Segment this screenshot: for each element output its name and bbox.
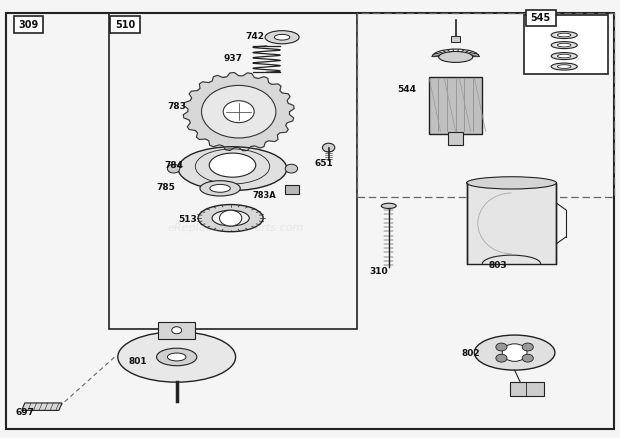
Ellipse shape <box>210 153 255 177</box>
Text: 513: 513 <box>179 215 197 224</box>
Polygon shape <box>22 403 62 410</box>
Circle shape <box>496 354 507 362</box>
Circle shape <box>219 210 242 226</box>
Text: 803: 803 <box>489 261 507 270</box>
Ellipse shape <box>210 184 231 192</box>
Bar <box>108 13 356 328</box>
Bar <box>510 382 544 396</box>
Text: 937: 937 <box>223 54 242 64</box>
Ellipse shape <box>156 348 197 366</box>
Ellipse shape <box>381 203 396 208</box>
Text: 545: 545 <box>531 13 551 23</box>
Text: 783A: 783A <box>253 191 277 200</box>
Text: 802: 802 <box>462 349 480 358</box>
Ellipse shape <box>551 32 577 39</box>
Text: 510: 510 <box>115 20 135 29</box>
Text: 309: 309 <box>19 20 38 29</box>
Circle shape <box>285 164 298 173</box>
Bar <box>14 16 43 33</box>
Circle shape <box>167 164 180 173</box>
Ellipse shape <box>557 65 571 68</box>
Ellipse shape <box>474 335 555 370</box>
Ellipse shape <box>198 205 263 232</box>
Circle shape <box>502 344 527 361</box>
Ellipse shape <box>557 33 571 37</box>
Ellipse shape <box>118 332 236 382</box>
Circle shape <box>322 143 335 152</box>
Bar <box>285 185 299 194</box>
Circle shape <box>522 343 533 351</box>
Text: 742: 742 <box>245 32 264 42</box>
Ellipse shape <box>551 63 577 70</box>
Bar <box>110 16 140 33</box>
Circle shape <box>223 101 254 123</box>
Text: 785: 785 <box>156 183 175 192</box>
Ellipse shape <box>275 35 290 40</box>
Bar <box>356 13 614 197</box>
Ellipse shape <box>557 43 571 47</box>
Text: eReplacementParts.com: eReplacementParts.com <box>167 223 304 233</box>
Bar <box>524 15 608 74</box>
Ellipse shape <box>551 53 577 60</box>
Bar <box>466 183 556 264</box>
Ellipse shape <box>179 147 286 191</box>
Bar <box>448 132 463 145</box>
Bar <box>429 77 482 134</box>
Circle shape <box>496 343 507 351</box>
Ellipse shape <box>167 353 186 361</box>
Ellipse shape <box>212 210 249 226</box>
Circle shape <box>172 327 182 334</box>
Circle shape <box>202 85 276 138</box>
Text: 544: 544 <box>397 85 416 94</box>
Bar <box>526 10 556 26</box>
Text: 784: 784 <box>164 161 184 170</box>
Ellipse shape <box>557 54 571 58</box>
Text: 801: 801 <box>128 357 147 366</box>
Ellipse shape <box>200 181 241 196</box>
Ellipse shape <box>439 51 472 63</box>
Circle shape <box>188 76 290 148</box>
Ellipse shape <box>467 177 557 189</box>
Text: 697: 697 <box>16 408 35 417</box>
Bar <box>158 322 195 339</box>
Text: 310: 310 <box>369 267 388 276</box>
Text: 783: 783 <box>167 102 186 111</box>
Polygon shape <box>184 73 294 151</box>
Ellipse shape <box>265 31 299 44</box>
Bar <box>451 36 460 42</box>
Text: 651: 651 <box>315 159 334 168</box>
Ellipse shape <box>551 42 577 49</box>
Circle shape <box>522 354 533 362</box>
